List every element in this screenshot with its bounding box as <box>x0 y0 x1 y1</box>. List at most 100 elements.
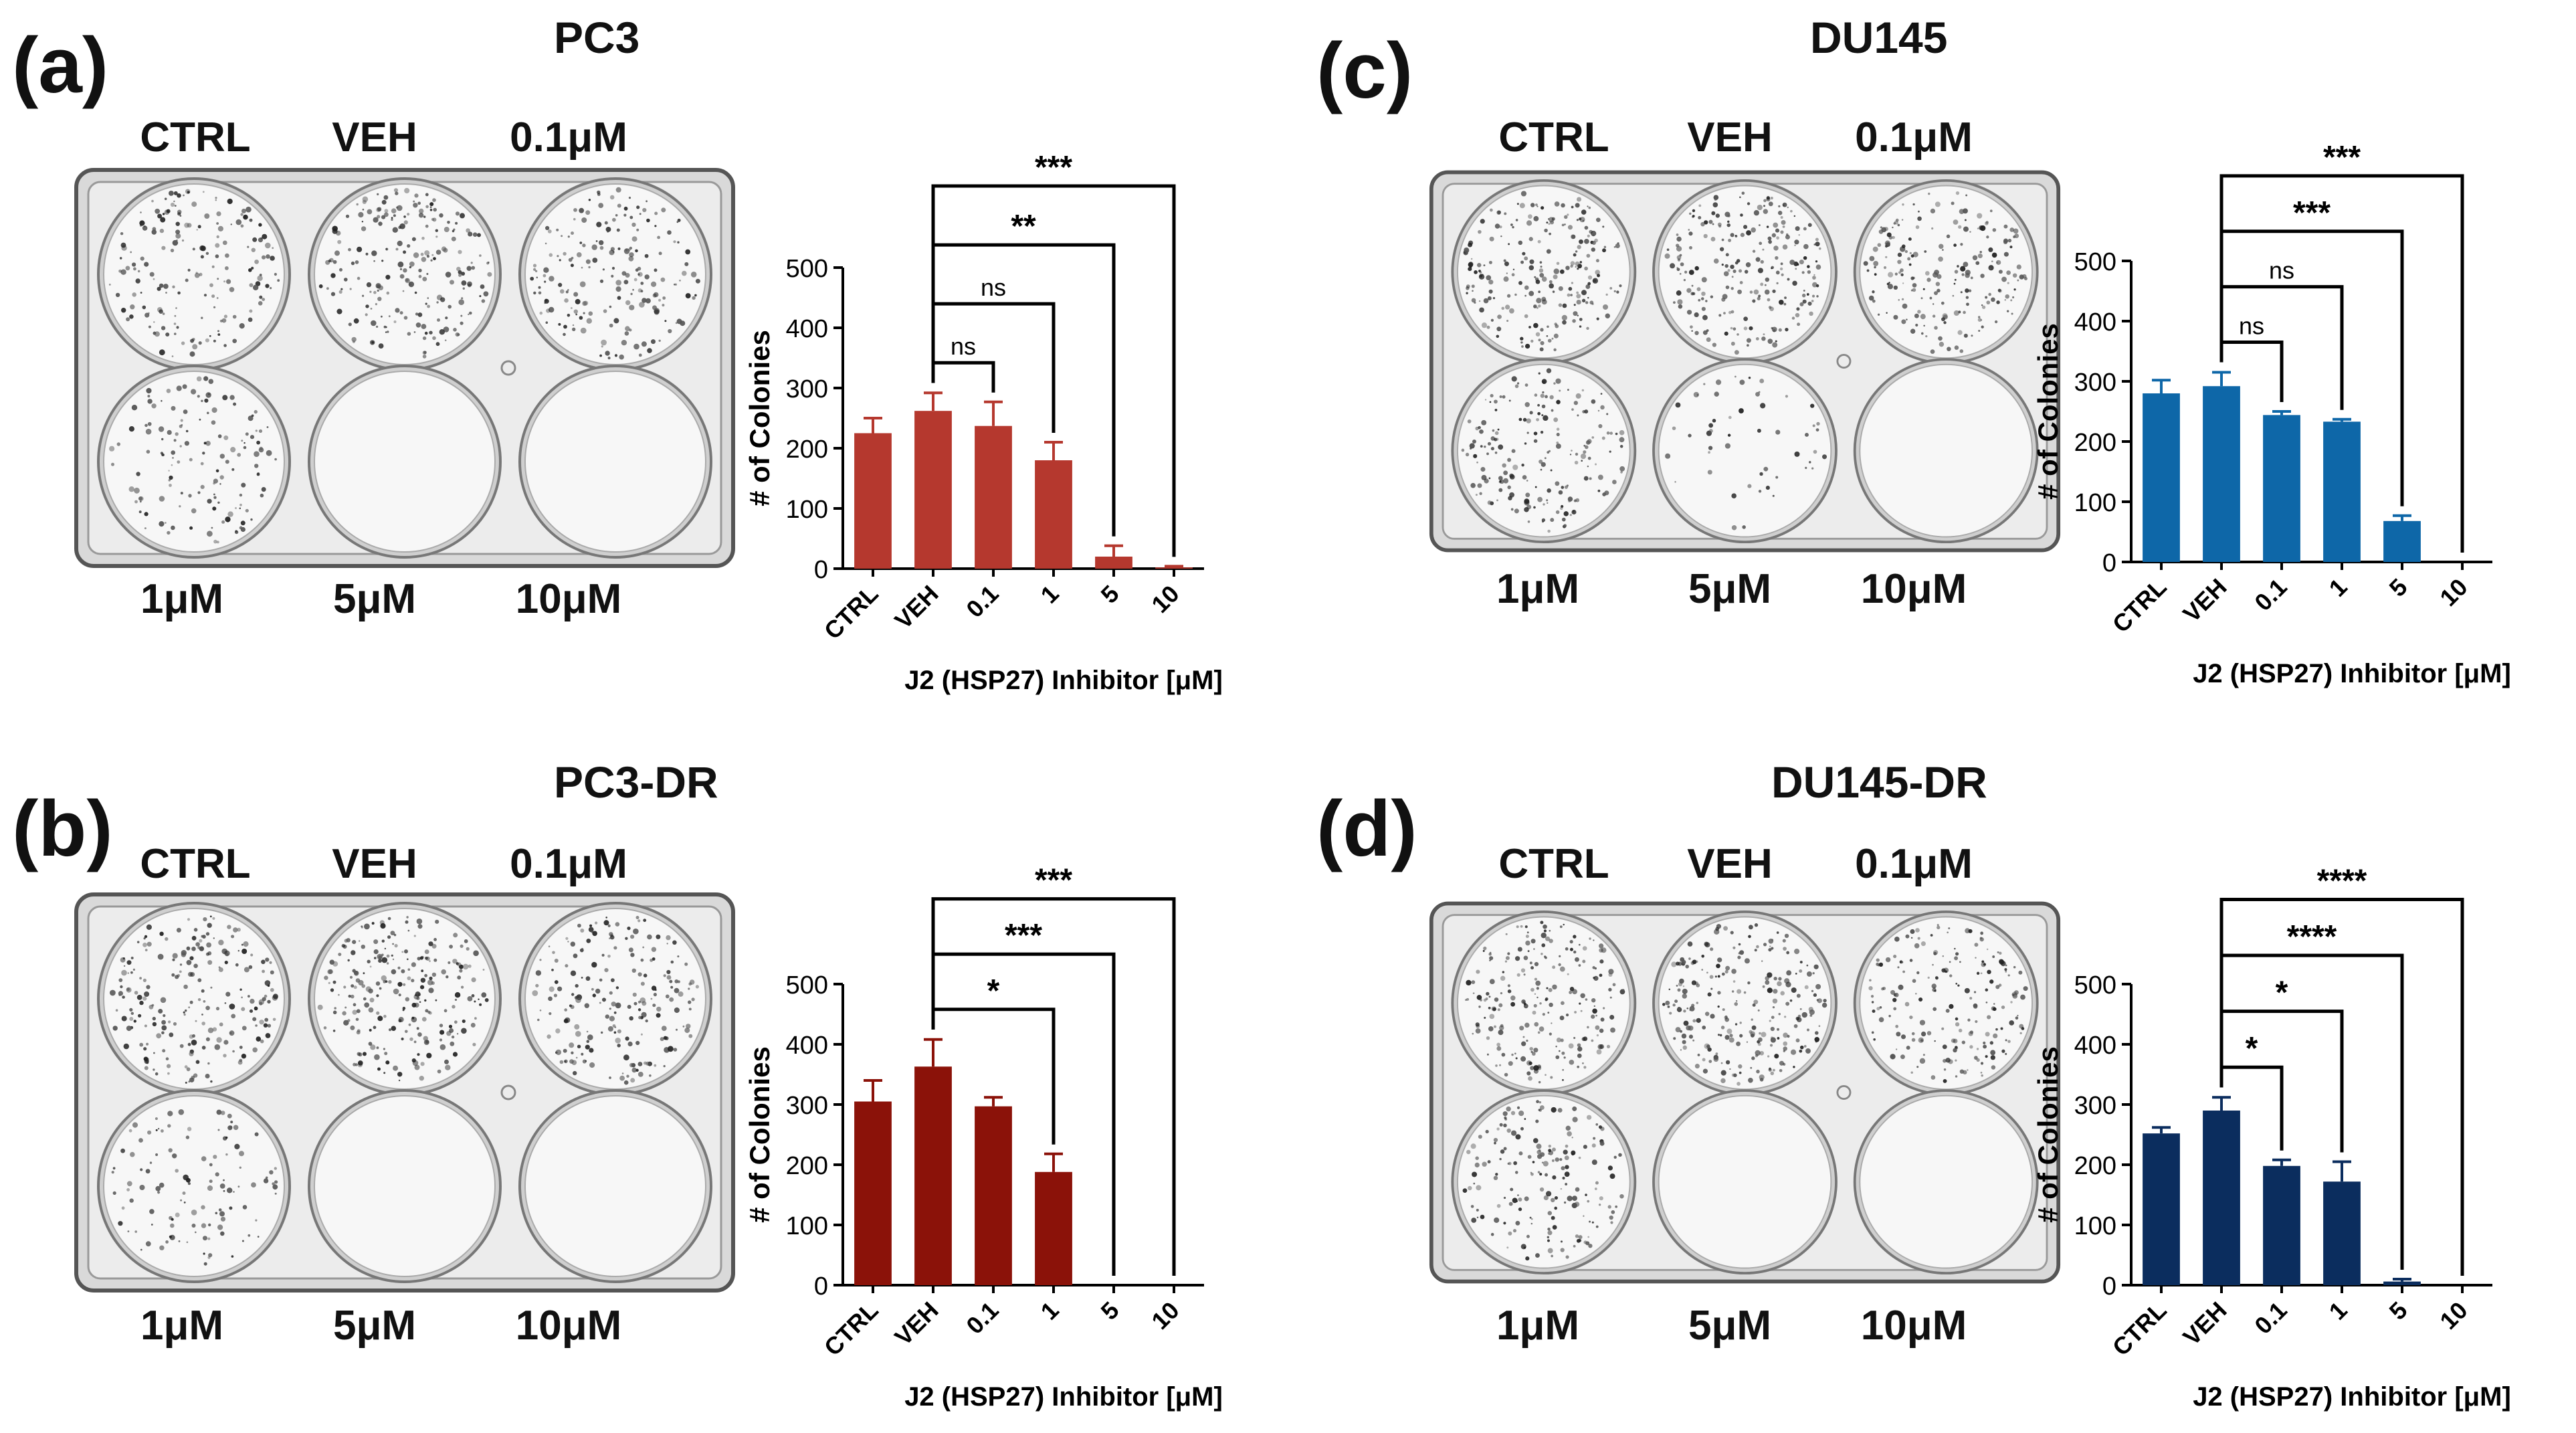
colony-dot <box>1681 1033 1687 1039</box>
colony-dot <box>1589 229 1593 234</box>
colony-dot <box>145 1169 151 1174</box>
colony-dot <box>398 993 401 997</box>
colony-dot <box>344 278 348 282</box>
colony-dot <box>1737 333 1739 336</box>
colony-dot <box>355 1018 359 1022</box>
colony-dot <box>339 268 342 272</box>
colony-dot <box>253 284 259 290</box>
colony-dot <box>229 395 235 400</box>
colony-dot <box>142 978 146 982</box>
colony-dot <box>1504 960 1508 963</box>
colony-dot <box>1795 312 1800 318</box>
colony-dot <box>1686 288 1692 293</box>
colony-dot <box>233 927 238 933</box>
colony-dot <box>217 225 223 231</box>
colony-dot <box>173 191 178 195</box>
colony-dot <box>1524 383 1528 387</box>
colony-dot <box>152 227 157 231</box>
colony-dot <box>1868 985 1873 991</box>
colony-dot <box>413 1040 417 1044</box>
colony-dot <box>1753 210 1759 216</box>
colony-dot <box>1872 299 1876 303</box>
colony-dot <box>401 951 404 953</box>
colony-dot <box>1539 1105 1545 1110</box>
colony-dot <box>1765 980 1770 985</box>
colony-dot <box>1542 391 1545 394</box>
colony-dot <box>1758 294 1761 298</box>
panel-letter: (b) <box>12 785 113 873</box>
colony-dot <box>239 988 242 991</box>
colony-dot <box>2000 1027 2003 1030</box>
colony-dot <box>398 1079 401 1082</box>
colony-dot <box>1572 1117 1578 1123</box>
colony-dot <box>1953 244 1957 247</box>
colony-dot <box>652 1004 656 1008</box>
colony-dot <box>1533 304 1537 308</box>
colony-dot <box>427 1010 431 1014</box>
colony-dot <box>1872 246 1878 252</box>
colony-dot <box>1532 1010 1537 1015</box>
colony-dot <box>189 458 193 462</box>
colony-dot <box>666 935 671 941</box>
colony-dot <box>376 325 379 328</box>
colony-dot <box>482 969 485 971</box>
colony-dot <box>573 208 577 212</box>
colony-dot <box>398 1017 404 1022</box>
colony-dot <box>185 1081 187 1084</box>
colony-dot <box>472 232 478 237</box>
colony-dot <box>393 188 399 193</box>
colony-dot <box>1530 203 1535 207</box>
colony-dot <box>615 922 620 927</box>
colony-dot <box>183 1014 186 1016</box>
colony-dot <box>1753 289 1759 295</box>
colony-dot <box>1742 525 1746 529</box>
colony-dot <box>243 941 249 947</box>
colony-dot <box>213 937 215 939</box>
colony-dot <box>1575 452 1579 456</box>
colony-dot <box>448 1024 453 1028</box>
colony-dot <box>161 326 166 330</box>
well-label-ctrl: CTRL <box>140 841 251 887</box>
x-tick-label: CTRL <box>819 1297 884 1361</box>
colony-dot <box>1565 1165 1569 1169</box>
colony-dot <box>1527 1155 1532 1159</box>
colony-dot <box>361 926 363 929</box>
colony-dot <box>1682 988 1688 994</box>
well-label-0-1um: 0.1μM <box>1855 114 1973 161</box>
colony-dot <box>195 942 200 947</box>
colony-dot <box>425 956 428 960</box>
colony-dot <box>1805 433 1809 437</box>
colony-dot <box>1763 205 1766 207</box>
colony-dot <box>399 311 403 315</box>
colony-dot <box>1959 209 1965 215</box>
colony-dot <box>1500 235 1502 237</box>
colony-dot <box>120 232 124 235</box>
colony-dot <box>231 935 235 939</box>
colony-dot <box>676 221 679 223</box>
colony-dot <box>1897 260 1902 264</box>
colony-dot <box>407 244 411 248</box>
colony-dot <box>1535 203 1538 207</box>
colony-dot <box>186 1241 189 1244</box>
colony-dot <box>1591 1014 1595 1019</box>
colony-dot <box>197 978 202 983</box>
colony-dot <box>1934 326 1938 330</box>
colony-dot <box>1558 303 1563 307</box>
colony-dot <box>1588 206 1591 209</box>
colony-dot <box>1762 248 1765 251</box>
colony-dot <box>205 932 210 936</box>
colony-dot <box>347 959 350 962</box>
colony-dot <box>1483 264 1486 267</box>
well <box>1451 179 1637 365</box>
colony-dot <box>1499 1064 1502 1066</box>
colony-dot <box>1563 1149 1568 1155</box>
colony-dot <box>1577 245 1581 250</box>
colony-dot <box>272 1018 276 1022</box>
colony-dot <box>1811 300 1814 302</box>
colony-dot <box>1547 529 1551 533</box>
colony-dot <box>381 939 385 943</box>
colony-dot <box>121 308 126 313</box>
colony-dot <box>1767 987 1773 993</box>
colony-dot <box>1523 955 1528 961</box>
colony-dot <box>241 482 246 488</box>
